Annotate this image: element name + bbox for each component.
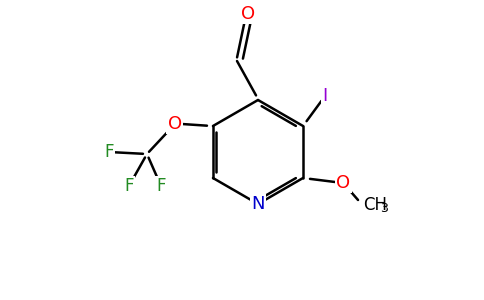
Text: I: I (322, 87, 328, 105)
Text: F: F (124, 177, 134, 195)
Text: F: F (156, 177, 166, 195)
Text: O: O (336, 174, 350, 192)
Text: 3: 3 (380, 202, 388, 214)
Text: F: F (104, 143, 114, 161)
Text: O: O (168, 115, 182, 133)
Text: CH: CH (363, 196, 387, 214)
Text: O: O (241, 5, 255, 23)
Text: N: N (251, 195, 265, 213)
